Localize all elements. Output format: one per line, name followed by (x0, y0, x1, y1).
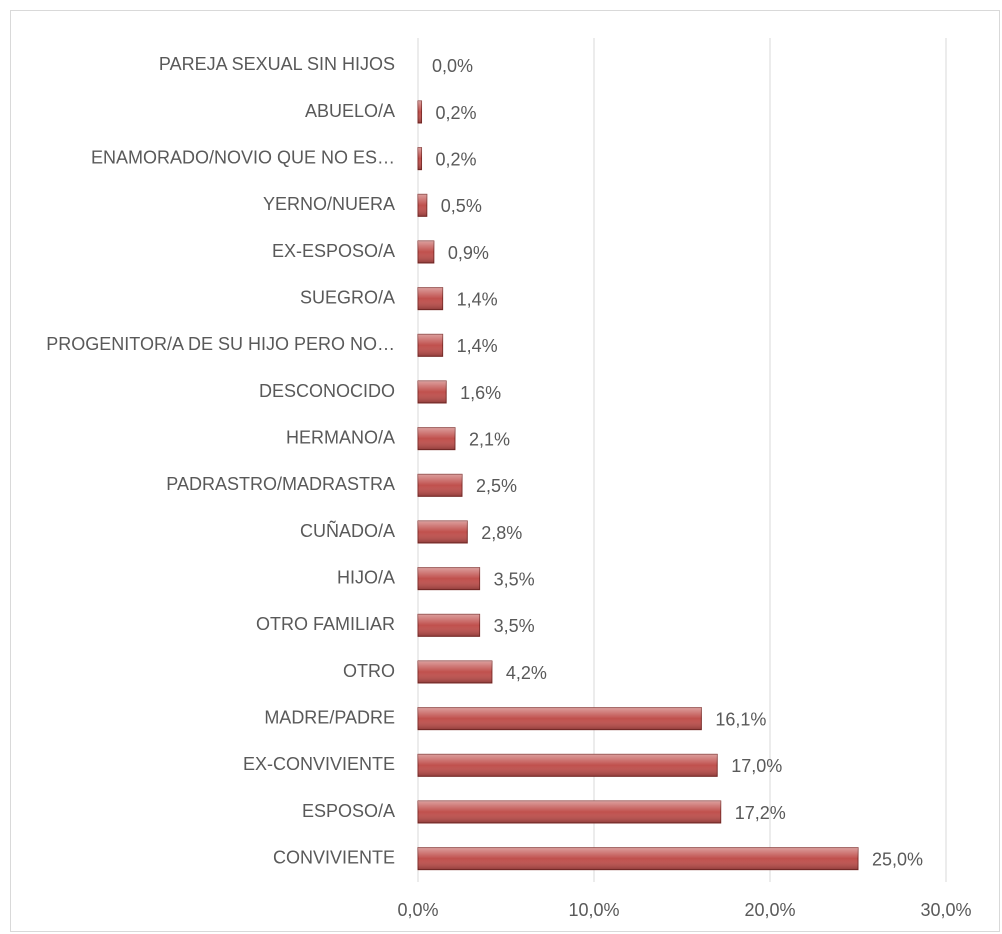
y-tick-label: YERNO/NUERA (263, 194, 395, 214)
y-tick-label: OTRO (343, 661, 395, 681)
data-label: 17,0% (731, 756, 782, 776)
y-tick-label: ENAMORADO/NOVIO QUE NO ES… (91, 147, 395, 167)
data-label: 0,2% (436, 149, 477, 169)
y-tick-label: ESPOSO/A (302, 801, 395, 821)
bar-shine (418, 287, 443, 310)
chart-frame (10, 10, 1000, 932)
bar-shine (418, 427, 455, 450)
y-tick-label: EX-ESPOSO/A (272, 241, 395, 261)
data-label: 1,6% (460, 383, 501, 403)
y-tick-label: CUÑADO/A (300, 520, 395, 541)
data-label: 0,9% (448, 243, 489, 263)
data-label: 1,4% (457, 336, 498, 356)
bar-shine (418, 754, 718, 777)
x-tick-label: 10,0% (568, 900, 619, 920)
y-tick-label: DESCONOCIDO (259, 381, 395, 401)
y-tick-label: PADRASTRO/MADRASTRA (166, 474, 395, 494)
y-tick-label: PAREJA SEXUAL SIN HIJOS (159, 54, 395, 74)
data-label: 25,0% (872, 849, 923, 869)
data-label: 4,2% (506, 663, 547, 683)
y-tick-label: EX-CONVIVIENTE (243, 754, 395, 774)
data-label: 2,5% (476, 476, 517, 496)
y-tick-label: MADRE/PADRE (264, 707, 395, 727)
y-tick-label: CONVIVIENTE (273, 847, 395, 867)
x-tick-label: 20,0% (744, 900, 795, 920)
bar-shine (418, 707, 702, 730)
data-label: 17,2% (735, 803, 786, 823)
y-tick-label: HIJO/A (337, 567, 395, 587)
y-tick-label: ABUELO/A (305, 101, 395, 121)
bar-shine (418, 101, 422, 123)
data-label: 0,5% (441, 196, 482, 216)
bar-shine (418, 847, 858, 870)
data-label: 0,0% (432, 56, 473, 76)
x-tick-label: 30,0% (920, 900, 971, 920)
bar-shine (418, 521, 468, 543)
data-label: 3,5% (494, 616, 535, 636)
bar-shine (418, 147, 422, 170)
bar-shine (418, 381, 447, 403)
data-label: 0,2% (436, 103, 477, 123)
y-tick-label: PROGENITOR/A DE SU HIJO PERO NO… (46, 334, 395, 354)
data-label: 2,1% (469, 429, 510, 449)
bar-shine (418, 567, 480, 590)
data-label: 2,8% (481, 523, 522, 543)
y-tick-label: OTRO FAMILIAR (256, 614, 395, 634)
x-tick-label: 0,0% (397, 900, 438, 920)
bar-shine (418, 661, 492, 683)
bar-shine (418, 241, 434, 263)
bar-shine (418, 334, 443, 357)
y-tick-label: HERMANO/A (286, 427, 395, 447)
data-label: 1,4% (457, 289, 498, 309)
bar-shine (418, 474, 462, 497)
bar-shine (418, 194, 427, 217)
data-label: 3,5% (494, 569, 535, 589)
y-tick-label: SUEGRO/A (300, 287, 395, 307)
bar-shine (418, 801, 721, 823)
bar-shine (418, 614, 480, 637)
data-label: 16,1% (715, 709, 766, 729)
